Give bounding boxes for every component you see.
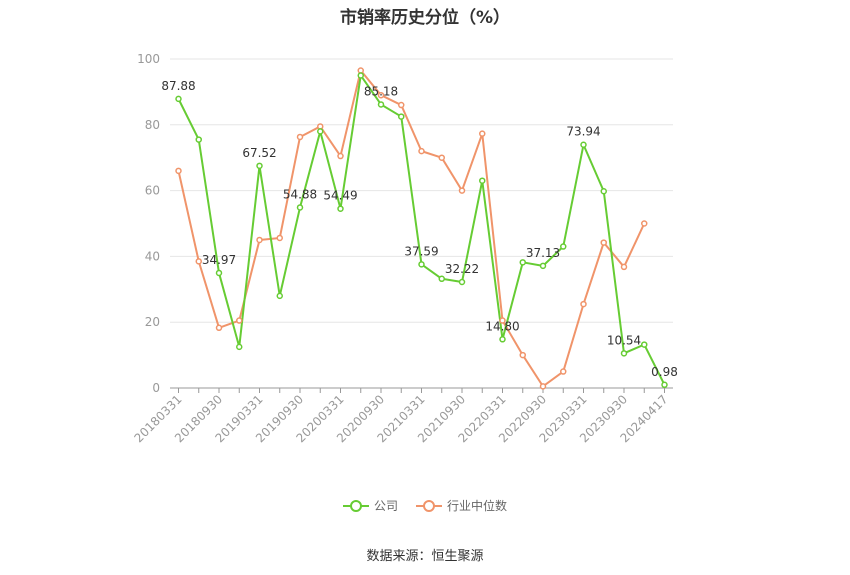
data-label: 32.22 <box>445 262 479 276</box>
x-axis: 2018033120180930201903312019093020200331… <box>132 387 673 445</box>
grid <box>170 58 673 323</box>
data-label: 85.18 <box>364 84 398 98</box>
legend-item[interactable]: 公司 <box>342 497 398 514</box>
legend-label: 行业中位数 <box>447 499 508 513</box>
data-label: 0.98 <box>651 365 678 379</box>
data-point <box>236 317 243 324</box>
legend-label: 公司 <box>373 499 398 513</box>
data-point <box>519 351 526 359</box>
series-line <box>177 69 646 388</box>
data-point <box>458 278 466 286</box>
data-point <box>641 341 648 348</box>
data-point <box>215 269 223 277</box>
data-point <box>175 95 182 103</box>
data-point <box>296 133 304 141</box>
data-label: 87.88 <box>161 79 195 93</box>
data-label: 10.54 <box>607 333 641 347</box>
data-point <box>438 154 445 161</box>
data-point <box>519 259 526 266</box>
data-point <box>458 187 466 194</box>
data-label: 37.13 <box>526 246 560 260</box>
data-point <box>479 130 486 137</box>
data-point <box>418 261 425 268</box>
data-point <box>337 152 344 160</box>
data-point <box>539 383 547 390</box>
data-point <box>661 381 668 389</box>
y-tick-label: 40 <box>145 249 160 263</box>
data-point <box>580 300 587 308</box>
data-point <box>195 258 202 265</box>
source-note: 数据来源：恒生聚源 <box>366 549 484 564</box>
y-tick-label: 80 <box>145 118 160 132</box>
data-point <box>296 204 304 211</box>
data-point <box>560 243 567 250</box>
data-point <box>377 101 385 108</box>
data-point <box>479 177 486 184</box>
data-label: 67.52 <box>242 146 276 160</box>
legend-item[interactable]: 行业中位数 <box>416 497 507 514</box>
y-axis: 0 20 40 60 80 100 <box>137 52 160 395</box>
data-point <box>337 205 344 212</box>
data-label: 37.59 <box>404 244 438 258</box>
data-label: 34.97 <box>202 253 236 267</box>
data-point <box>600 188 607 195</box>
data-point <box>620 263 628 271</box>
data-point <box>175 167 182 175</box>
data-labels: 87.88 34.97 67.52 54.88 54.49 85.18 37.59 32.22… <box>161 79 678 379</box>
data-point <box>560 368 567 375</box>
data-point <box>398 113 405 120</box>
data-label: 54.49 <box>323 189 357 203</box>
data-point <box>641 220 648 227</box>
y-tick-label: 0 <box>152 381 160 395</box>
legend-swatch-icon <box>342 499 369 513</box>
y-tick-label: 100 <box>137 52 160 66</box>
data-point <box>499 317 506 324</box>
data-point <box>215 324 223 332</box>
data-point <box>317 128 324 135</box>
data-point <box>438 275 445 283</box>
data-point <box>620 350 628 357</box>
data-point <box>236 343 243 351</box>
series-line <box>177 74 666 386</box>
data-point <box>580 141 587 148</box>
data-point <box>256 236 263 244</box>
data-point <box>377 91 385 99</box>
data-point <box>195 136 202 143</box>
data-point <box>539 262 547 270</box>
y-tick-label: 60 <box>145 184 160 198</box>
data-label: 73.94 <box>566 125 600 139</box>
data-point <box>418 147 425 155</box>
data-point <box>499 336 506 343</box>
data-point <box>398 101 405 109</box>
data-label: 14.80 <box>485 319 519 333</box>
legend: 公司 行业中位数 <box>0 497 850 514</box>
data-point <box>276 234 283 242</box>
series-points <box>175 67 668 390</box>
data-point <box>276 292 283 300</box>
data-point <box>256 162 263 170</box>
data-point <box>600 239 607 246</box>
series-lines <box>177 69 666 388</box>
data-label: 54.88 <box>283 187 317 201</box>
legend-swatch-icon <box>416 499 442 513</box>
data-point <box>357 72 364 79</box>
chart-title: 市销率历史分位（%） <box>339 8 511 28</box>
y-tick-label: 20 <box>145 315 160 329</box>
